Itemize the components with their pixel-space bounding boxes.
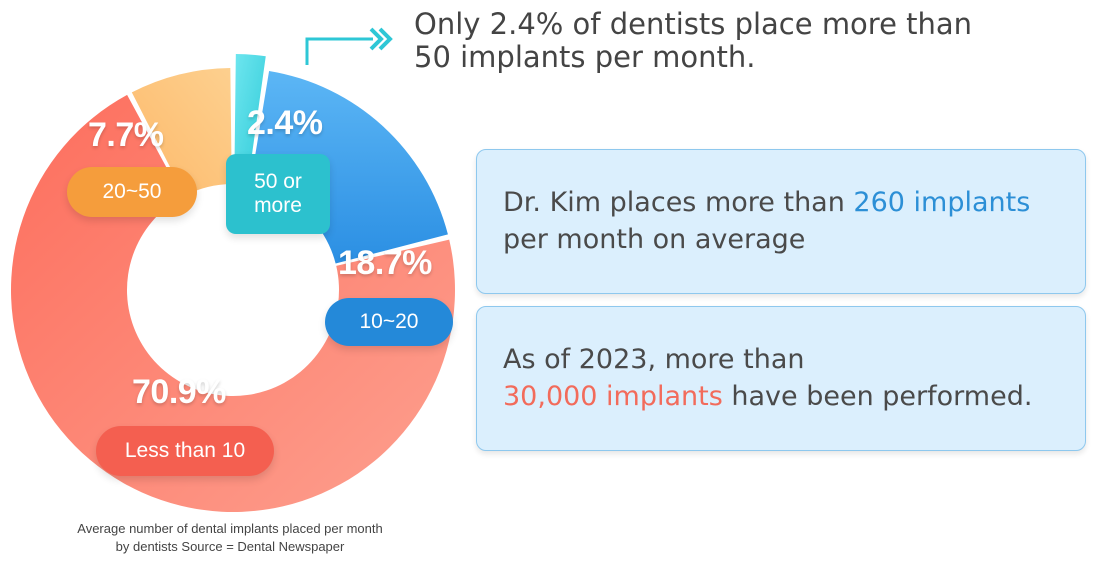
info-box-2-text: have been performed. [722, 380, 1033, 412]
info-box-2-line-1: As of 2023, more than [503, 344, 805, 376]
source-line-2: by dentists Source = Dental Newspaper [115, 538, 345, 554]
headline-line-2: 50 implants per month. [414, 40, 756, 75]
source-line-1: Average number of dental implants placed… [77, 521, 383, 536]
info-box-total-implants: As of 2023, more than 30,000 implants ha… [476, 306, 1086, 451]
info-box-2-line-2: 30,000 implants have been performed. [503, 379, 1085, 415]
donut-slice-20-50 [131, 68, 232, 196]
headline-line-1: Only 2.4% of dentists place more than [414, 7, 973, 41]
info-box-2-highlight: 30,000 implants [503, 380, 723, 412]
chart-source-caption: Average number of dental implants placed… [30, 520, 430, 555]
slice-label-50-or-more: 50 or more [226, 154, 330, 234]
donut-slice-50-or-more [234, 54, 266, 186]
info-box-1-highlight: 260 implants [853, 187, 1031, 219]
slice-label-20-50: 20~50 [67, 167, 197, 217]
slice-percent-10-20: 18.7% [338, 244, 432, 282]
slice-percent-50-or-more: 2.4% [247, 104, 323, 142]
slice-label-10-20: 10~20 [325, 298, 453, 346]
info-box-1-line-2: per month on average [503, 223, 806, 255]
info-box-monthly-implants: Dr. Kim places more than 260 implants pe… [476, 149, 1086, 294]
donut-svg [10, 54, 455, 513]
donut-chart: 2.4% 18.7% 70.9% 7.7% 50 or more 10~20 L… [0, 0, 470, 569]
slice-label-less-than-10: Less than 10 [96, 426, 274, 476]
headline: Only 2.4% of dentists place more than 50… [414, 7, 974, 75]
slice-percent-less-than-10: 70.9% [132, 373, 226, 411]
info-box-1-text: Dr. Kim places more than [503, 187, 854, 219]
info-box-1-line-1: Dr. Kim places more than 260 implants [503, 185, 1085, 221]
donut-slice-10-20 [250, 70, 448, 264]
slice-percent-20-50: 7.7% [88, 116, 164, 154]
callout-arrow-icon [305, 27, 393, 65]
